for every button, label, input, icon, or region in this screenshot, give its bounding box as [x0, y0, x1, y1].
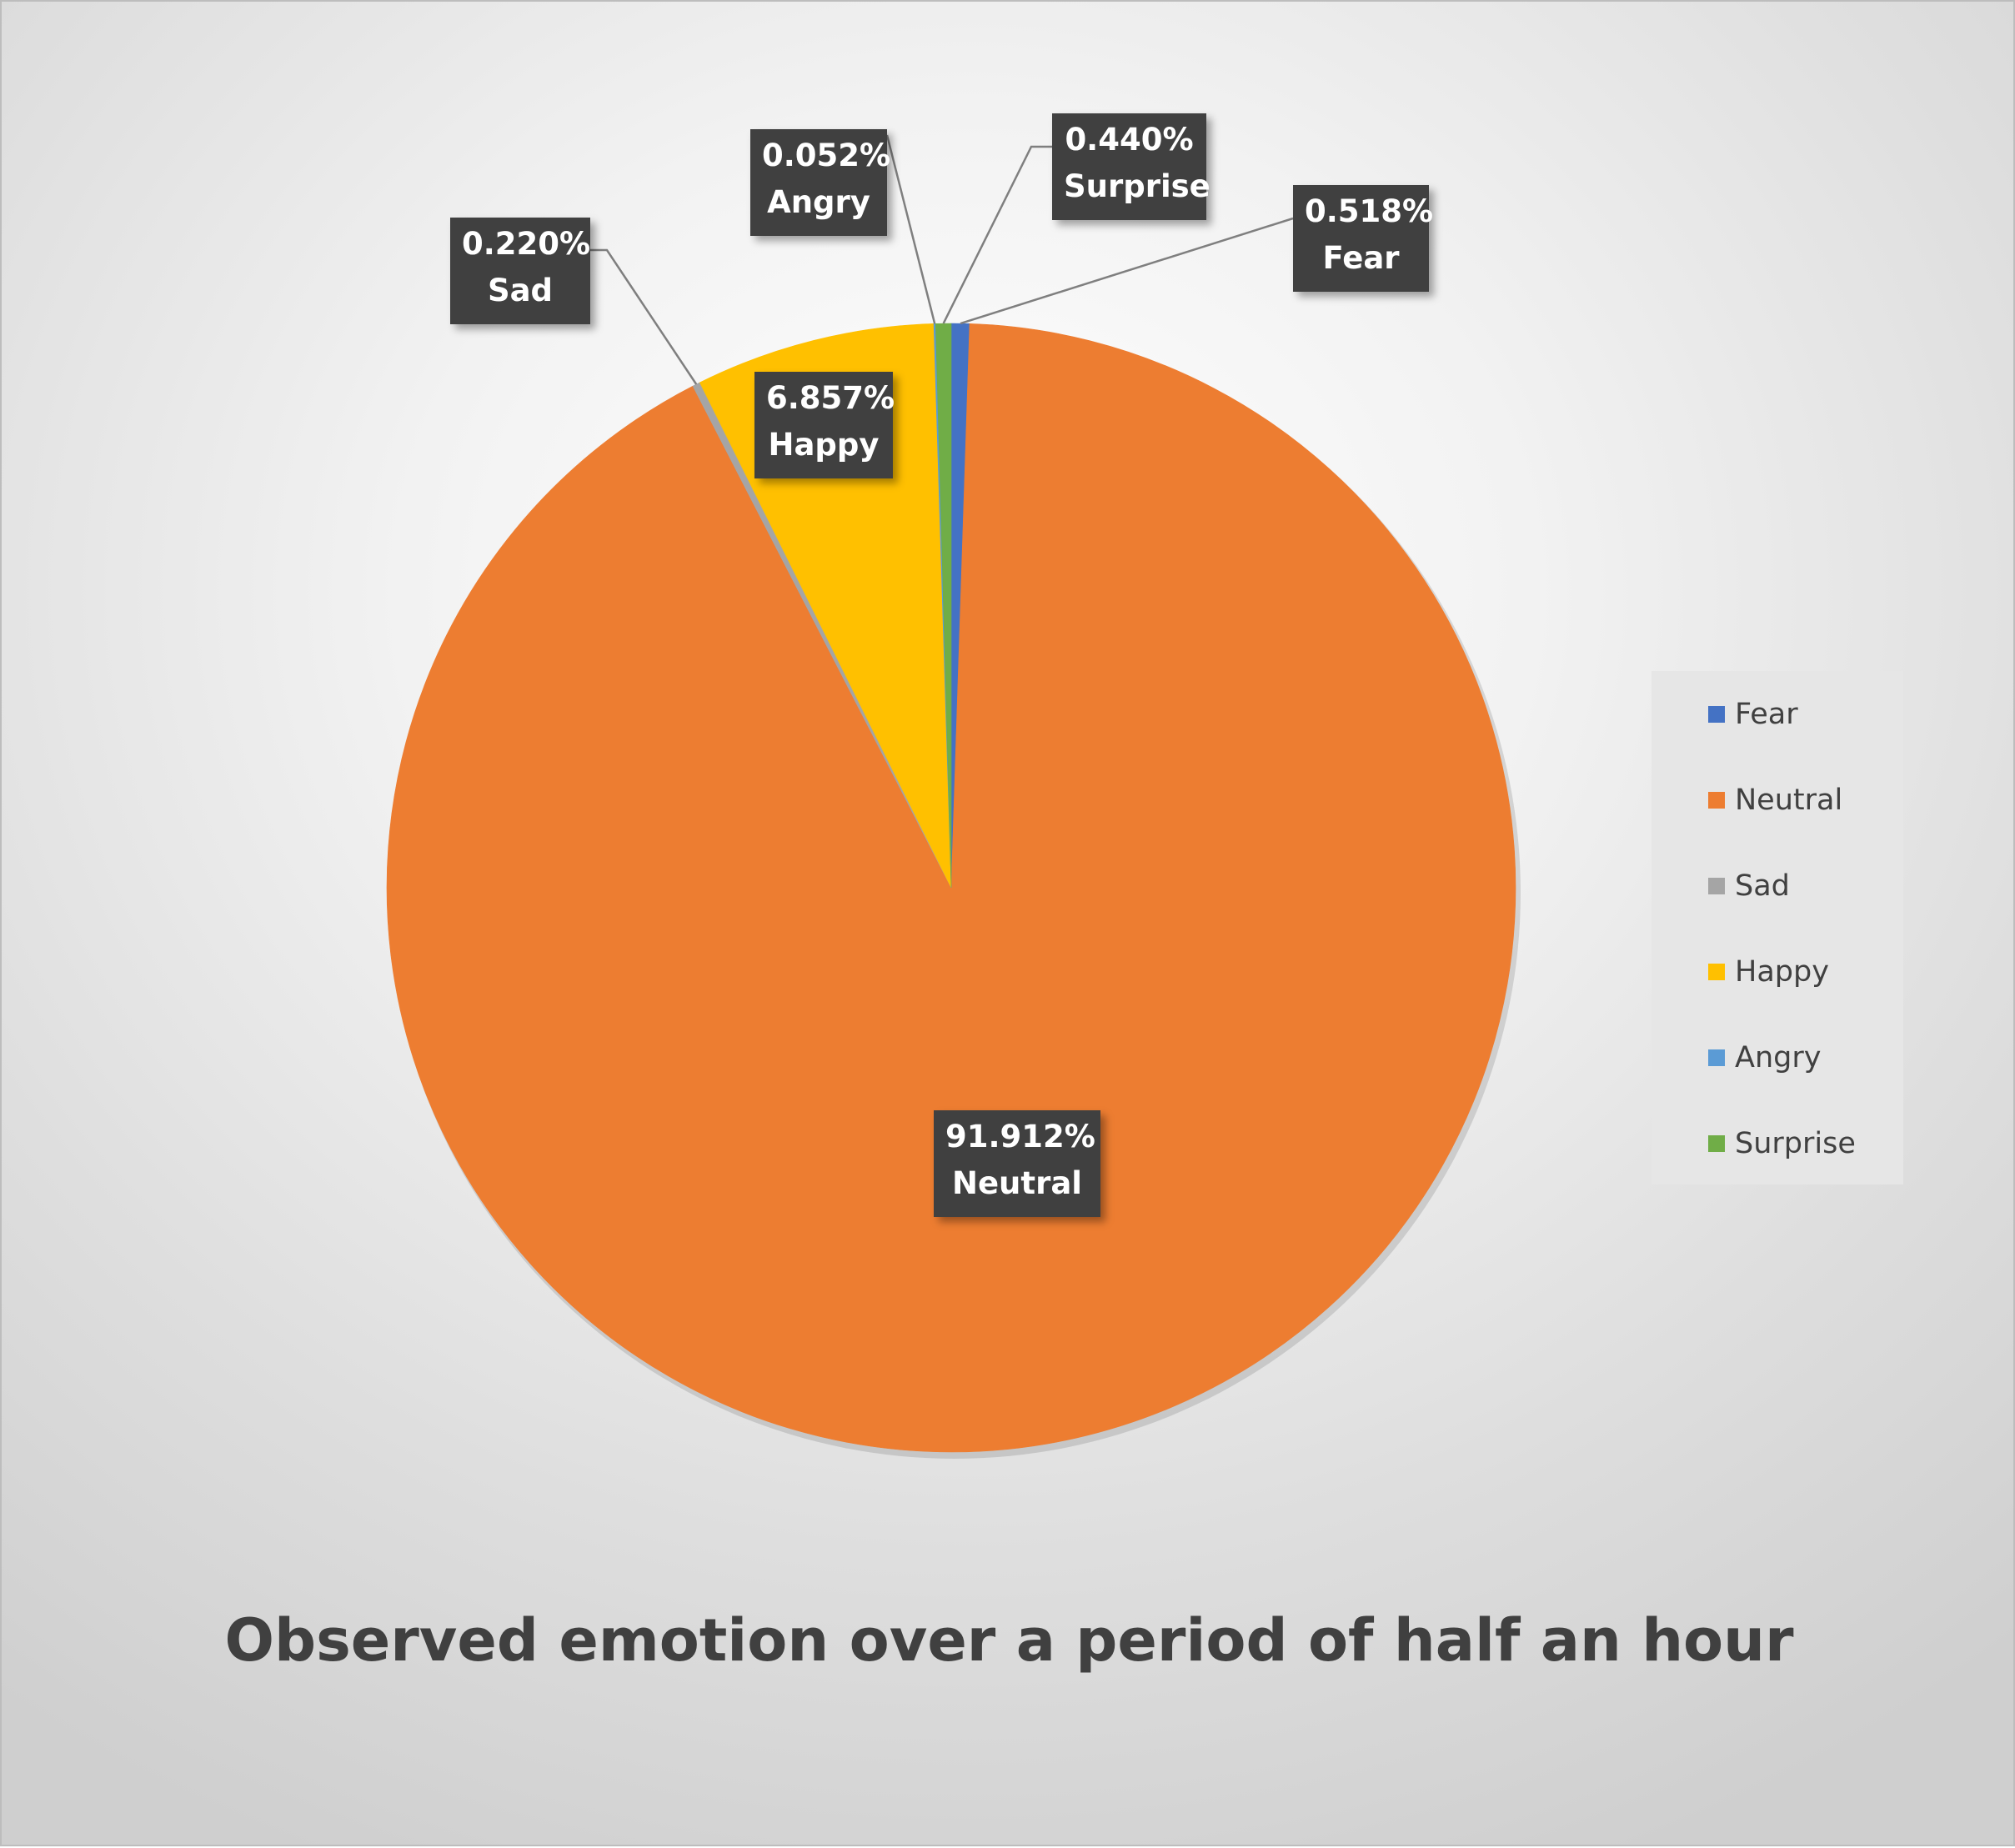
legend-item-happy: Happy: [1708, 955, 1829, 989]
legend-label: Happy: [1735, 955, 1829, 989]
legend-swatch: [1708, 1049, 1725, 1066]
legend-label: Surprise: [1735, 1127, 1856, 1160]
leader-line-surprise: [942, 145, 1052, 324]
leader-line-fear: [960, 217, 1294, 325]
legend-label: Fear: [1735, 698, 1798, 731]
data-label-happy: 6.857% Happy: [754, 372, 895, 478]
legend-item-surprise: Surprise: [1708, 1127, 1856, 1160]
legend-label: Neutral: [1735, 784, 1843, 817]
legend-item-sad: Sad: [1708, 869, 1790, 903]
data-label-value: 0.518%: [1305, 193, 1434, 229]
legend-label: Angry: [1735, 1041, 1822, 1074]
leader-line-angry: [885, 134, 936, 324]
legend-item-angry: Angry: [1708, 1041, 1821, 1074]
data-label-value: 0.440%: [1065, 122, 1194, 158]
data-label-fear: 0.518% Fear: [1293, 185, 1434, 292]
legend-item-fear: Fear: [1708, 698, 1798, 731]
data-label-category: Fear: [1322, 240, 1400, 276]
data-label-category: Sad: [487, 273, 554, 308]
data-label-category: Happy: [768, 427, 880, 463]
data-label-category: Angry: [767, 184, 870, 220]
legend-label: Sad: [1735, 869, 1790, 903]
data-label-sad: 0.220% Sad: [450, 218, 590, 324]
data-label-value: 6.857%: [766, 380, 895, 416]
legend-swatch: [1708, 792, 1725, 809]
data-label-value: 0.220%: [462, 226, 591, 262]
data-label-neutral: 91.912% Neutral: [934, 1110, 1100, 1217]
leader-lines: [590, 134, 1294, 385]
data-label-surprise: 0.440% Surprise: [1052, 113, 1211, 220]
chart-title: Observed emotion over a period of half a…: [224, 1606, 1794, 1675]
data-label-angry: 0.052% Angry: [750, 129, 891, 236]
pie-slice-neutral: [386, 323, 1516, 1453]
legend-swatch: [1708, 878, 1725, 894]
legend: Fear Neutral Sad Happy Angry Surprise: [1652, 671, 1903, 1184]
pie-slices: [386, 323, 1521, 1459]
legend-item-neutral: Neutral: [1708, 784, 1842, 817]
leader-line-sad: [590, 248, 698, 385]
data-label-category: Surprise: [1064, 168, 1211, 204]
legend-swatch: [1708, 964, 1725, 980]
legend-swatch: [1708, 706, 1725, 723]
data-label-value: 91.912%: [945, 1119, 1095, 1154]
legend-swatch: [1708, 1135, 1725, 1152]
data-label-value: 0.052%: [762, 138, 891, 173]
data-label-category: Neutral: [952, 1165, 1082, 1201]
